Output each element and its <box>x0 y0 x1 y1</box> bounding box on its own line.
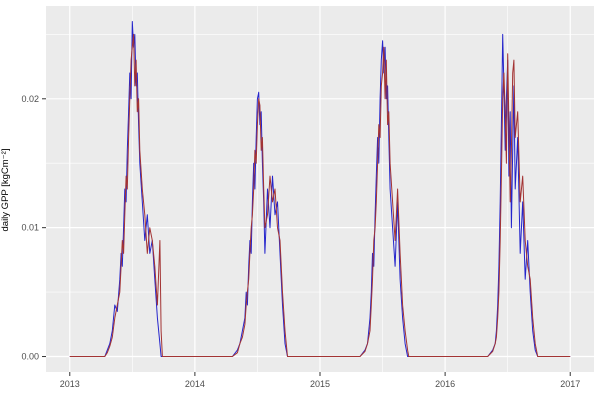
y-axis-title: daily GPP [kgCm⁻²] <box>0 148 11 232</box>
x-axis-tick-label: 2017 <box>560 379 580 389</box>
y-axis-tick-label: 0.02 <box>21 94 39 104</box>
x-axis-tick-label: 2013 <box>60 379 80 389</box>
y-axis-tick-label: 0.00 <box>21 352 39 362</box>
y-axis-tick-label: 0.01 <box>21 223 39 233</box>
x-axis-tick-label: 2015 <box>310 379 330 389</box>
y-axis-title-wrap: daily GPP [kgCm⁻²] <box>0 0 16 380</box>
x-axis-tick-label: 2014 <box>185 379 205 389</box>
series-dark-red-line <box>69 33 571 357</box>
x-axis-tick-label: 2016 <box>435 379 455 389</box>
